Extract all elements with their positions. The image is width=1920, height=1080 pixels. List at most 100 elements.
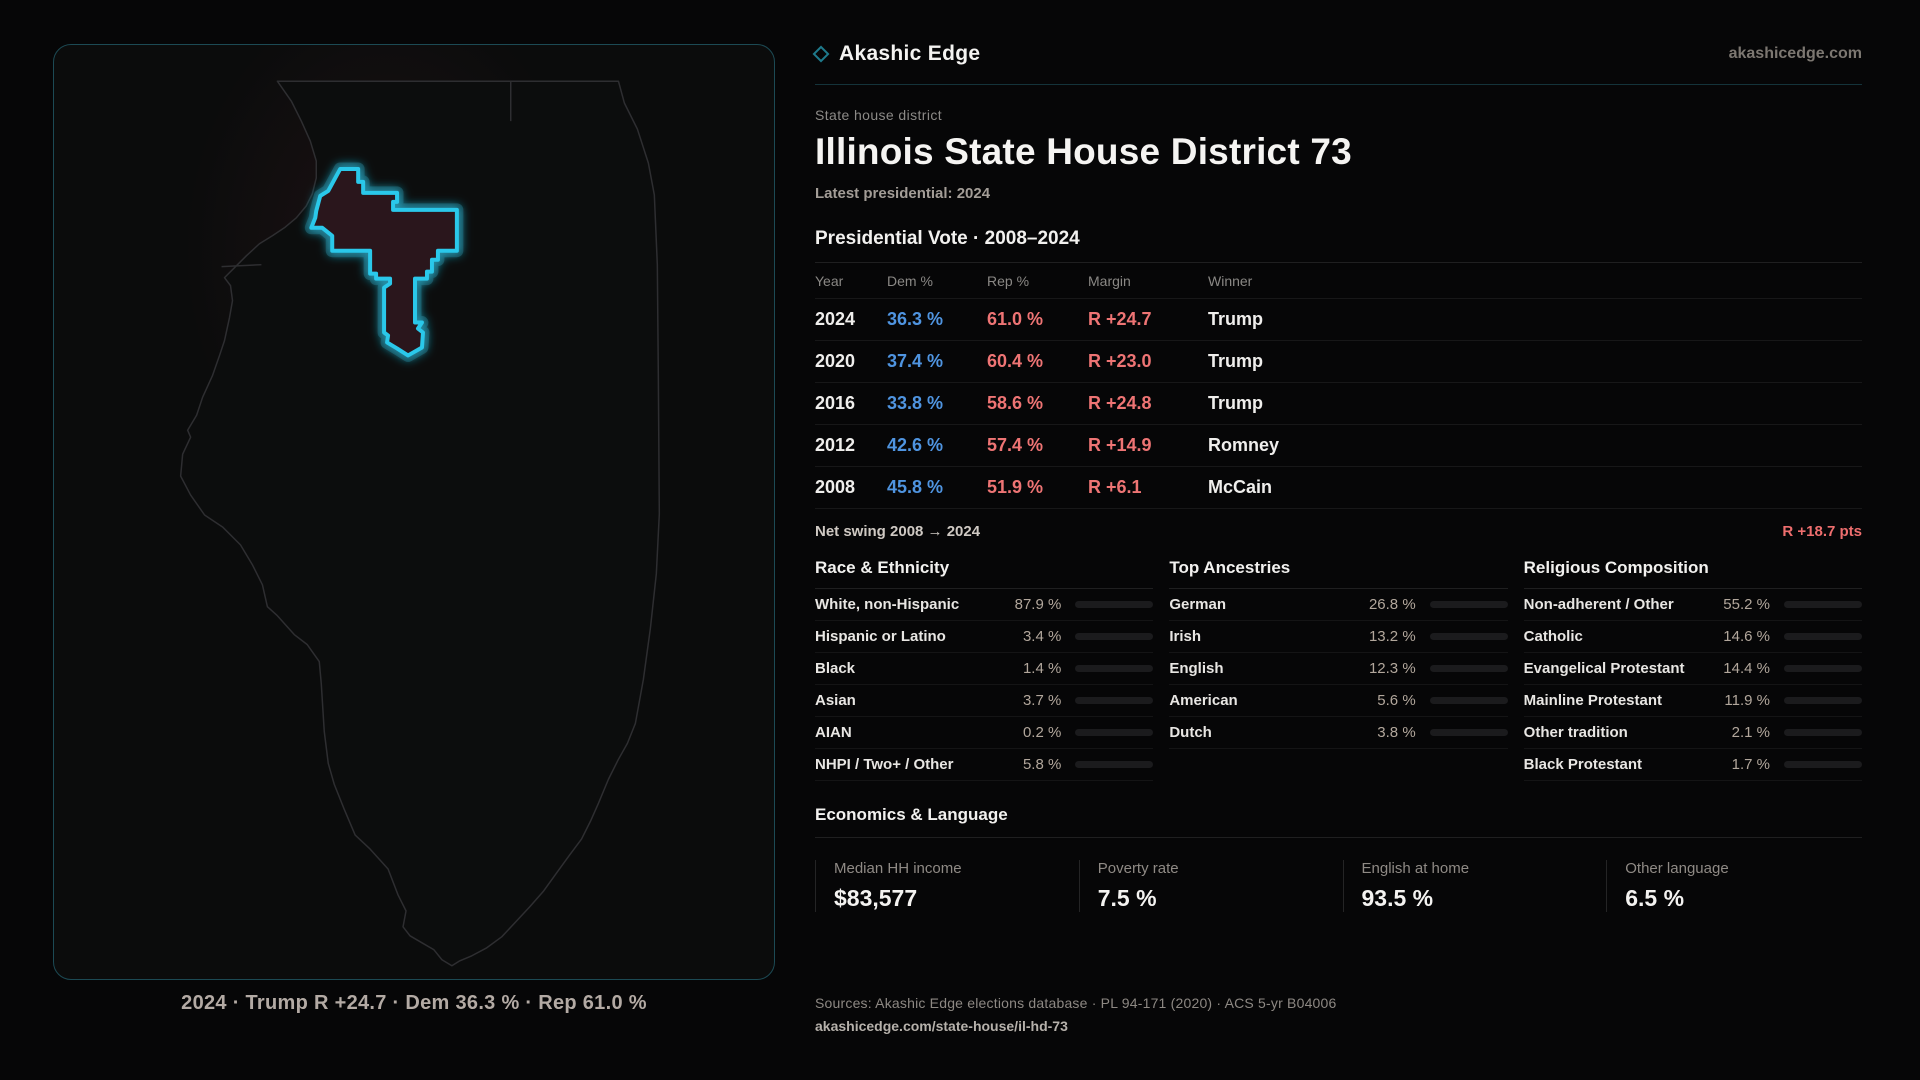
demo-label: Dutch <box>1169 724 1212 741</box>
bar-track <box>1075 665 1154 672</box>
list-item: NHPI / Two+ / Other 5.8 % <box>815 749 1154 781</box>
demo-label: Irish <box>1169 628 1202 645</box>
list-item: Other tradition 2.1 % <box>1523 717 1862 749</box>
religion-section: Religious Composition Non-adherent / Oth… <box>1523 558 1862 781</box>
demo-label: English <box>1169 660 1224 677</box>
list-item: Black 1.4 % <box>815 653 1154 685</box>
demo-value: 87.9 % <box>1014 596 1062 613</box>
bar-track <box>1429 697 1508 704</box>
brand[interactable]: Akashic Edge <box>812 42 980 66</box>
stat-card: Other language 6.5 % <box>1606 860 1862 912</box>
bar-track <box>1784 697 1862 704</box>
latest-presidential-note: Latest presidential: 2024 <box>815 185 991 202</box>
list-item: German 26.8 % <box>1169 589 1508 621</box>
rep-cell: 51.9 % <box>987 477 1044 497</box>
list-item: Irish 13.2 % <box>1169 621 1508 653</box>
demo-label: Mainline Protestant <box>1523 692 1663 709</box>
demo-value: 5.6 % <box>1377 692 1416 709</box>
page-title: Illinois State House District 73 <box>815 131 1352 172</box>
table-row: 2012 42.6 % 57.4 % R +14.9 Romney <box>815 425 1862 467</box>
stat-label: Other language <box>1625 860 1729 877</box>
col-winner: Winner <box>1208 272 1253 289</box>
demo-value: 3.8 % <box>1377 724 1416 741</box>
permalink[interactable]: akashicedge.com/state-house/il-hd-73 <box>815 1018 1068 1034</box>
demo-value: 55.2 % <box>1723 596 1770 613</box>
year-cell: 2024 <box>815 309 856 329</box>
margin-cell: R +6.1 <box>1088 477 1142 497</box>
stat-value: 6.5 % <box>1625 885 1685 911</box>
list-item: Hispanic or Latino 3.4 % <box>815 621 1154 653</box>
list-item: Black Protestant 1.7 % <box>1523 749 1862 781</box>
demo-value: 3.7 % <box>1022 692 1062 709</box>
stat-card: Poverty rate 7.5 % <box>1078 860 1335 912</box>
margin-cell: R +23.0 <box>1088 351 1152 371</box>
demo-value: 5.8 % <box>1022 756 1062 773</box>
stat-value: $83,577 <box>834 885 918 911</box>
map-caption: 2024 · Trump R +24.7 · Dem 36.3 % · Rep … <box>181 992 647 1014</box>
list-item: Asian 3.7 % <box>815 685 1154 717</box>
demo-value: 1.7 % <box>1731 756 1770 773</box>
demo-value: 14.6 % <box>1723 628 1770 645</box>
section-title: Religious Composition <box>1523 558 1862 589</box>
list-item: Mainline Protestant 11.9 % <box>1523 685 1862 717</box>
year-cell: 2012 <box>815 435 856 455</box>
col-dem: Dem % <box>887 272 933 289</box>
net-swing-value: R +18.7 pts <box>1782 523 1862 540</box>
demo-label: Hispanic or Latino <box>815 628 946 645</box>
table-row: 2008 45.8 % 51.9 % R +6.1 McCain <box>815 467 1862 509</box>
list-item: Non-adherent / Other 55.2 % <box>1523 589 1862 621</box>
dem-cell: 37.4 % <box>887 351 944 371</box>
bar-track <box>1075 601 1154 608</box>
list-item: White, non-Hispanic 87.9 % <box>815 589 1154 621</box>
stat-label: English at home <box>1361 860 1470 877</box>
list-item: Evangelical Protestant 14.4 % <box>1523 653 1862 685</box>
demo-value: 2.1 % <box>1731 724 1770 741</box>
winner-cell: Trump <box>1208 393 1264 413</box>
bar-track <box>1429 633 1508 640</box>
stat-value: 7.5 % <box>1097 885 1157 911</box>
brand-domain[interactable]: akashicedge.com <box>1728 45 1862 62</box>
list-item: American 5.6 % <box>1169 685 1508 717</box>
col-margin: Margin <box>1088 272 1131 289</box>
bar-track <box>1075 697 1154 704</box>
list-item: AIAN 0.2 % <box>815 717 1154 749</box>
year-cell: 2016 <box>815 393 856 413</box>
winner-cell: Trump <box>1208 351 1264 371</box>
demo-label: Asian <box>815 692 856 709</box>
list-item: Catholic 14.6 % <box>1523 621 1862 653</box>
demo-value: 11.9 % <box>1724 692 1770 709</box>
bar-track <box>1784 633 1862 640</box>
page-eyebrow: State house district <box>815 107 943 123</box>
margin-cell: R +24.8 <box>1088 393 1152 413</box>
bar-track <box>1075 761 1154 768</box>
demo-value: 14.4 % <box>1723 660 1770 677</box>
sources-text: Sources: Akashic Edge elections database… <box>815 995 1337 1011</box>
economics-title: Economics & Language <box>815 805 1862 838</box>
bar-track <box>1429 729 1508 736</box>
race-ethnicity-section: Race & Ethnicity White, non-Hispanic 87.… <box>815 558 1154 781</box>
margin-cell: R +24.7 <box>1088 309 1152 329</box>
basemap-boundary-tick-west <box>221 263 262 268</box>
demo-label: German <box>1169 596 1227 613</box>
winner-cell: McCain <box>1208 477 1273 497</box>
year-cell: 2020 <box>815 351 856 371</box>
net-swing-row: Net swing 2008 → 2024 R +18.7 pts <box>815 509 1862 544</box>
section-title: Top Ancestries <box>1169 558 1508 589</box>
dem-cell: 45.8 % <box>887 477 944 497</box>
demo-value: 12.3 % <box>1368 660 1416 677</box>
state-map-panel <box>53 44 775 980</box>
district-73-shape[interactable] <box>309 166 459 358</box>
economics-stats: Median HH income $83,577 Poverty rate 7.… <box>815 860 1862 912</box>
demo-label: White, non-Hispanic <box>815 596 960 613</box>
illinois-map <box>54 45 774 979</box>
demo-label: Evangelical Protestant <box>1523 660 1685 677</box>
demo-label: NHPI / Two+ / Other <box>815 756 954 773</box>
demo-label: Black <box>815 660 856 677</box>
bar-track <box>1784 665 1862 672</box>
bar-track <box>1784 761 1862 768</box>
stat-card: English at home 93.5 % <box>1342 860 1599 912</box>
vote-table-title: Presidential Vote · 2008–2024 <box>815 228 1862 263</box>
list-item: English 12.3 % <box>1169 653 1508 685</box>
demographics-grid: Race & Ethnicity White, non-Hispanic 87.… <box>815 558 1862 781</box>
stat-label: Poverty rate <box>1097 860 1179 877</box>
